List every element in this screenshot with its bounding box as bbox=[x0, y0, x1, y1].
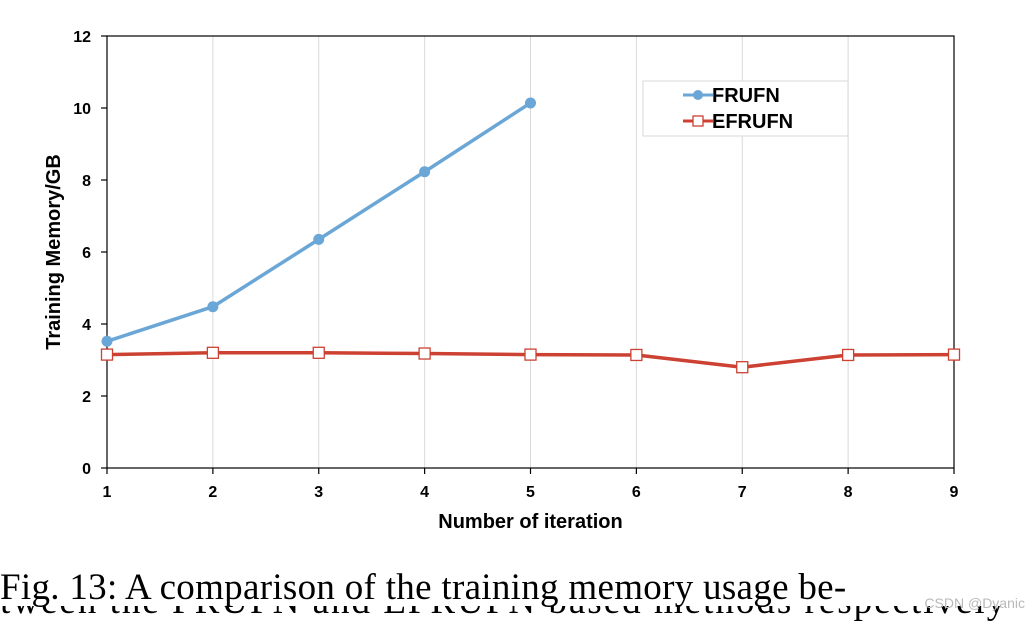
data-point-efrufn bbox=[100, 348, 114, 361]
y-tick-label: 10 bbox=[73, 101, 91, 118]
data-point-efrufn bbox=[841, 348, 855, 362]
data-point-efrufn bbox=[736, 361, 749, 374]
data-point-efrufn bbox=[418, 347, 431, 360]
figure-caption-line2-text: tween the FRUFN and EFRUFN based methods… bbox=[0, 606, 1007, 622]
legend: FRUFN EFRUFN bbox=[642, 80, 849, 137]
legend-box bbox=[642, 80, 849, 137]
y-tick-label: 8 bbox=[82, 173, 91, 190]
x-axis-title: Number of iteration bbox=[438, 511, 622, 533]
data-point-frufn bbox=[207, 301, 219, 313]
data-point-frufn bbox=[525, 97, 536, 109]
x-tick-label: 3 bbox=[314, 484, 323, 501]
y-tick-label: 0 bbox=[82, 461, 91, 478]
watermark: CSDN @Dyanic bbox=[924, 595, 1025, 611]
x-tick-label: 5 bbox=[526, 484, 535, 501]
x-tick-label: 1 bbox=[103, 484, 112, 501]
y-tick-label: 2 bbox=[82, 389, 91, 406]
y-tick-label: 12 bbox=[73, 29, 91, 46]
data-point-efrufn bbox=[524, 348, 537, 361]
x-tick-label: 9 bbox=[950, 484, 959, 501]
data-point-frufn bbox=[419, 166, 431, 178]
data-point-efrufn bbox=[947, 348, 961, 361]
data-point-frufn bbox=[313, 233, 325, 245]
x-tick-label: 4 bbox=[420, 484, 429, 501]
data-point-efrufn bbox=[206, 346, 220, 359]
y-tick-label: 4 bbox=[82, 317, 91, 334]
legend-marker-efrufn bbox=[692, 115, 704, 127]
y-tick-label: 6 bbox=[82, 245, 91, 262]
series-group bbox=[100, 97, 961, 374]
figure-caption: Fig. 13: A comparison of the training me… bbox=[0, 567, 847, 608]
x-tick-label: 2 bbox=[208, 484, 217, 501]
x-tick-label: 6 bbox=[632, 484, 641, 501]
x-tick-label: 8 bbox=[844, 484, 853, 501]
legend-marker-frufn bbox=[693, 90, 703, 100]
data-point-frufn bbox=[101, 335, 113, 347]
legend-label-efrufn: EFRUFN bbox=[712, 111, 793, 133]
data-point-efrufn bbox=[312, 346, 325, 359]
figure-caption-line2: tween the FRUFN and EFRUFN based methods… bbox=[0, 606, 1027, 622]
y-axis-title: Training Memory/GB bbox=[43, 154, 65, 350]
x-axis-ticks: 1 2 3 4 5 6 7 8 9 bbox=[103, 468, 959, 501]
y-axis-ticks: 0 2 4 6 8 10 12 bbox=[73, 29, 107, 478]
data-point-efrufn bbox=[630, 348, 643, 362]
x-tick-label: 7 bbox=[738, 484, 747, 501]
legend-label-frufn: FRUFN bbox=[712, 85, 780, 107]
